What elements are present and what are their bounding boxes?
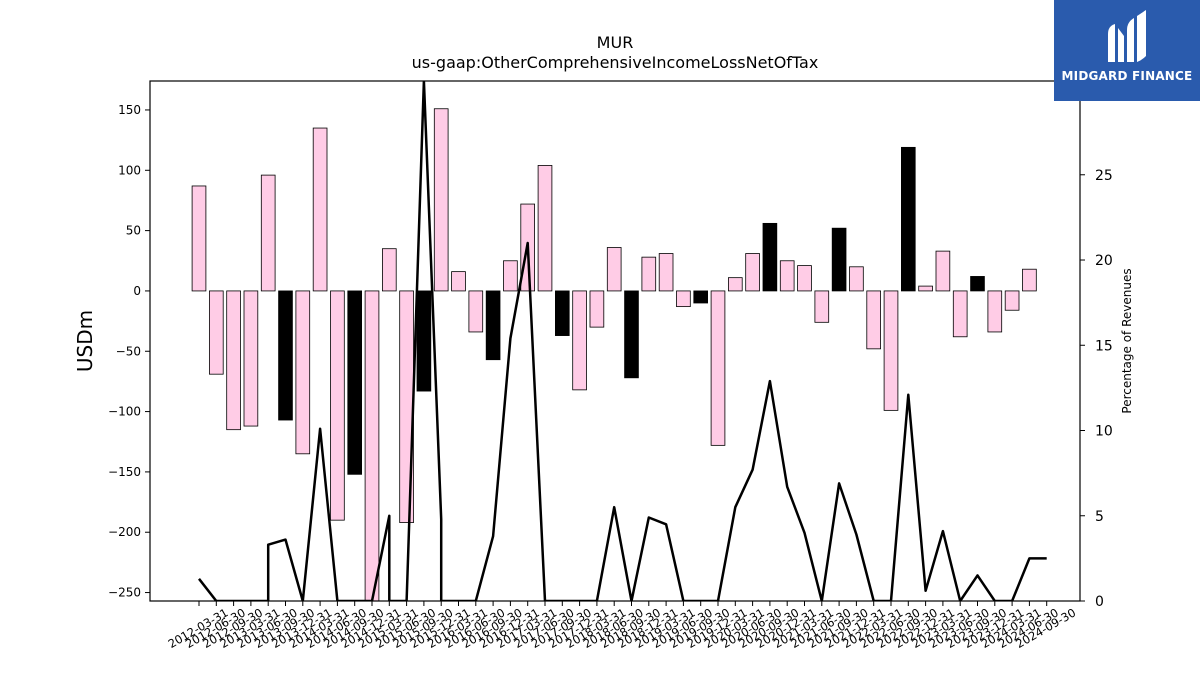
y-tick-label: 0 xyxy=(133,284,141,298)
x-axis-ticks: 2012-03-312012-06-302012-09-302013-03-31… xyxy=(166,601,1078,651)
chart-title: MUR xyxy=(597,33,634,52)
y2-tick-label: 0 xyxy=(1095,594,1104,610)
percentage-line xyxy=(198,81,1047,601)
chart-subtitle: us-gaap:OtherComprehensiveIncomeLossNetO… xyxy=(412,53,819,72)
bar-2021-03-31 xyxy=(814,290,830,323)
bar-2015-12-31 xyxy=(451,271,466,292)
bar-2019-12-31 xyxy=(728,277,743,292)
bar-2017-09-30 xyxy=(572,290,587,391)
bar-2020-09-30 xyxy=(779,260,795,292)
bar-series xyxy=(191,108,1037,601)
y2-axis-ticks: 0 5 10 15 20 25 xyxy=(1080,168,1113,610)
bar-2015-09-30 xyxy=(433,108,449,292)
bar-2023-12-31 xyxy=(1004,290,1020,311)
bar-2018-09-30 xyxy=(641,256,657,292)
bar-2014-06-30 xyxy=(347,290,362,475)
bar-2022-03-31 xyxy=(883,290,899,411)
midgard-finance-logo: MIDGARD FINANCE xyxy=(1054,0,1200,101)
plot-frame xyxy=(149,80,1081,602)
y-tick-label: 150 xyxy=(118,103,141,117)
bar-2022-09-30 xyxy=(918,285,933,292)
logo-mark-icon xyxy=(1108,10,1146,62)
y-tick-label: −250 xyxy=(108,586,141,600)
bar-2013-06-30 xyxy=(278,290,293,421)
bar-2012-09-30 xyxy=(226,290,241,431)
y-tick-label: −50 xyxy=(116,344,141,358)
bar-2014-09-30 xyxy=(364,290,380,601)
bar-2024-03-31 xyxy=(1022,268,1037,292)
bar-2017-06-30 xyxy=(555,290,570,336)
bar-2023-09-30 xyxy=(987,290,1003,333)
bar-2019-06-30 xyxy=(693,290,708,304)
bar-2021-09-30 xyxy=(849,266,864,292)
bar-2016-09-30 xyxy=(503,260,518,292)
bar-2022-12-31 xyxy=(935,250,951,292)
y2-tick-label: 20 xyxy=(1095,253,1113,269)
y2-tick-label: 10 xyxy=(1095,424,1113,440)
bar-2013-03-31 xyxy=(260,174,276,292)
bar-2018-03-31 xyxy=(606,247,622,292)
y-tick-label: 50 xyxy=(126,224,141,238)
bar-2013-12-31 xyxy=(312,127,328,292)
bar-2017-12-31 xyxy=(589,290,605,328)
bar-2020-03-31 xyxy=(745,253,760,292)
bar-2022-06-30 xyxy=(901,146,916,292)
y2-axis-label: Percentage of Revenues xyxy=(1120,268,1134,413)
bar-2023-03-31 xyxy=(952,290,968,338)
bar-2014-12-31 xyxy=(381,248,397,292)
bar-2018-06-30 xyxy=(624,290,639,379)
y-tick-label: −200 xyxy=(108,525,141,539)
bar-2016-03-31 xyxy=(468,290,484,333)
bar-2012-06-30 xyxy=(208,290,224,375)
bar-2019-03-31 xyxy=(676,290,691,308)
y2-tick-label: 25 xyxy=(1095,168,1113,184)
bar-2023-06-30 xyxy=(970,276,985,292)
bar-2016-06-30 xyxy=(485,290,501,361)
y2-tick-label: 5 xyxy=(1095,509,1104,525)
y-tick-label: −150 xyxy=(108,465,141,479)
y-tick-label: 100 xyxy=(118,163,141,177)
bar-2018-12-31 xyxy=(658,253,674,292)
y2-tick-label: 15 xyxy=(1095,338,1113,354)
bar-2013-09-30 xyxy=(295,290,311,455)
y-axis-ticks: −250 −200 −150 −100 −50 0 50 100 150 xyxy=(108,103,150,600)
bar-2014-03-31 xyxy=(330,290,345,521)
bar-2020-12-31 xyxy=(797,265,812,292)
bar-2017-03-31 xyxy=(537,165,553,292)
bar-2021-06-30 xyxy=(831,227,847,292)
bar-2015-06-30 xyxy=(416,290,432,392)
bar-2012-12-31 xyxy=(243,290,259,427)
logo-text: MIDGARD FINANCE xyxy=(1061,69,1193,83)
bar-2019-09-30 xyxy=(710,290,726,446)
y-axis-label: USDm xyxy=(73,310,97,372)
y-tick-label: −100 xyxy=(108,405,141,419)
bar-2020-06-30 xyxy=(762,222,778,292)
bar-2012-03-31 xyxy=(191,185,207,292)
bar-2021-12-31 xyxy=(866,290,881,350)
